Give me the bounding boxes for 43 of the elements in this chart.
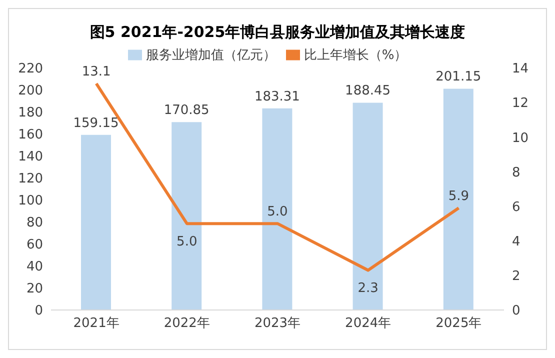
data-label: 13.1 bbox=[82, 64, 111, 80]
y2-tick-label: 4 bbox=[512, 234, 520, 250]
bar bbox=[172, 122, 202, 310]
y-tick-label: 200 bbox=[18, 84, 43, 99]
data-label: 5.0 bbox=[267, 204, 288, 220]
y2-tick-label: 14 bbox=[512, 62, 529, 77]
y-tick-label: 120 bbox=[18, 172, 43, 187]
text: 183.31 bbox=[254, 89, 300, 104]
bar bbox=[81, 134, 111, 310]
legend-label: 比上年增长（%） bbox=[304, 48, 408, 63]
x-tick-label: 2023年 bbox=[254, 316, 301, 332]
y-tick-label: 20 bbox=[26, 282, 43, 297]
y2-tick-label: 2 bbox=[512, 269, 520, 284]
y2-tick-label: 6 bbox=[512, 200, 520, 215]
bar bbox=[443, 88, 474, 310]
y2-tick-label: 0 bbox=[512, 304, 520, 319]
y2-tick-label: 12 bbox=[512, 96, 529, 112]
data-label: 2.3 bbox=[358, 281, 378, 296]
y-tick-label: 220 bbox=[18, 62, 43, 77]
chart-title: 图5 2021年-2025年博白县服务业增加值及其增长速度 bbox=[88, 22, 466, 42]
y-tick-label: 100 bbox=[18, 194, 43, 209]
y-tick-label: 80 bbox=[26, 216, 43, 231]
x-tick-label: 2022年 bbox=[164, 316, 210, 332]
y-tick-label: 40 bbox=[26, 260, 43, 275]
bar bbox=[352, 102, 383, 310]
x-tick-label: 2025年 bbox=[436, 316, 482, 332]
y-tick-label: 0 bbox=[34, 304, 43, 319]
text: 188.45 bbox=[345, 84, 391, 99]
x-tick-label: 2024年 bbox=[345, 316, 392, 332]
x-tick-label: 2021年 bbox=[73, 316, 120, 332]
y-tick-label: 140 bbox=[18, 150, 43, 165]
legend-label: 服务业增加值（亿元） bbox=[146, 48, 276, 63]
y2-tick-label: 8 bbox=[512, 165, 520, 180]
bar bbox=[262, 108, 292, 310]
y2-tick-label: 10 bbox=[512, 130, 529, 146]
text: 159.15 bbox=[73, 116, 119, 131]
y-tick-label: 180 bbox=[18, 106, 43, 121]
y-tick-label: 60 bbox=[26, 238, 43, 253]
y-tick-label: 160 bbox=[18, 128, 43, 143]
data-label: 5.9 bbox=[448, 189, 470, 204]
text: 201.15 bbox=[436, 70, 482, 85]
text: 170.85 bbox=[164, 103, 210, 118]
data-label: 5.0 bbox=[176, 234, 198, 250]
